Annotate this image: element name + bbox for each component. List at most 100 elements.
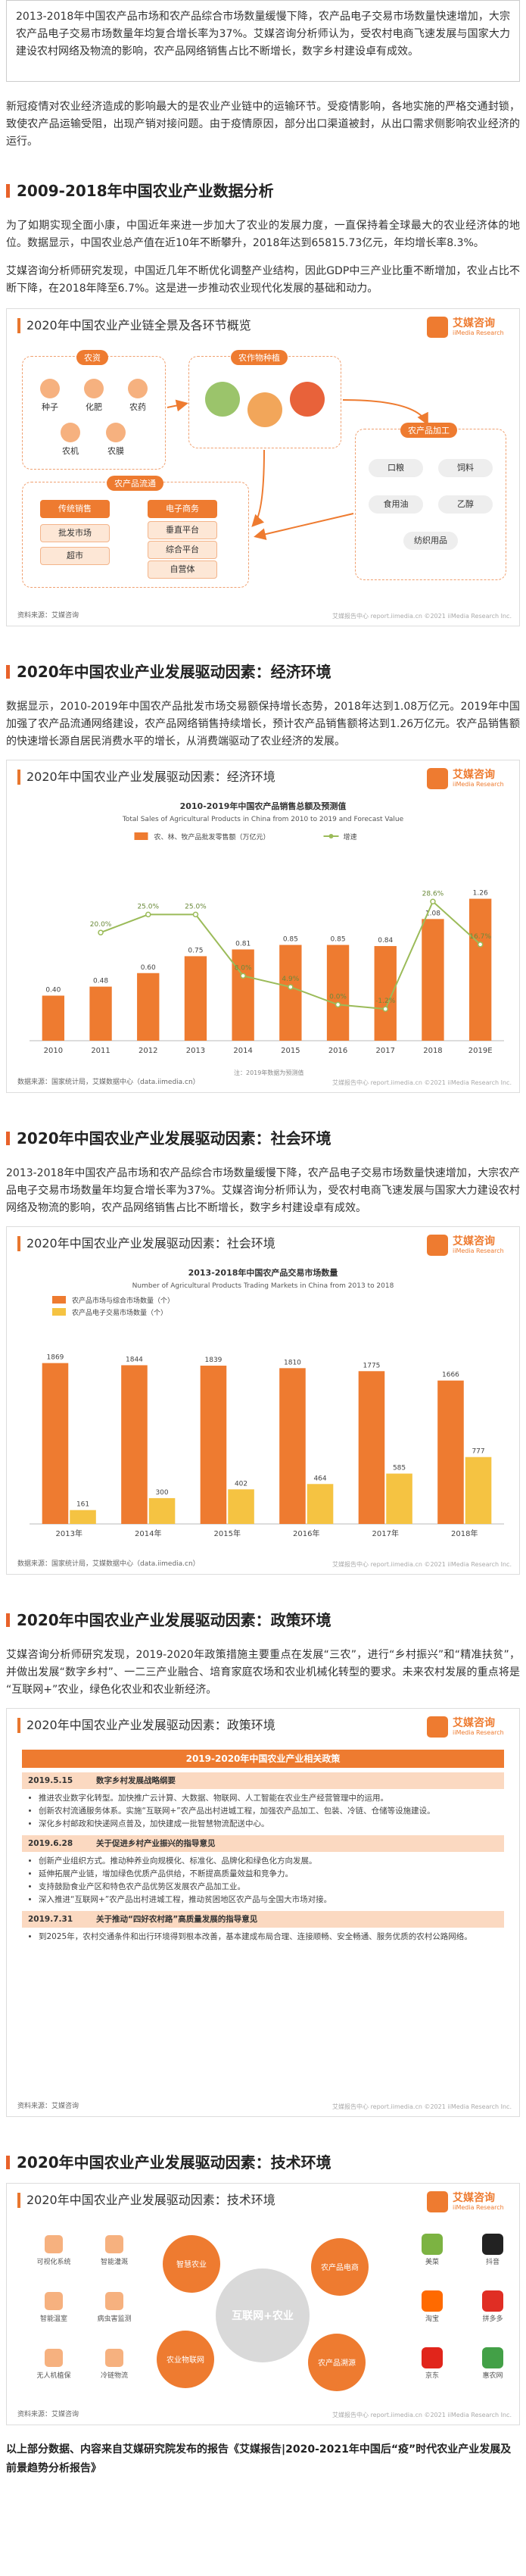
data-label: 0.40	[45, 987, 61, 994]
policy-point: 深入推进“互联网+”农产品出村进城工程，推动贫困地区农产品与全国大市场对接。	[39, 1894, 504, 1906]
paragraph: 2013-2018年中国农产品市场和农产品综合市场数量缓慢下降，农产品电子交易市…	[16, 11, 510, 58]
data-label: 20.0%	[90, 921, 112, 929]
logo-text: 艾媒咨询	[453, 317, 495, 329]
logo: 艾媒咨询 iiMedia Research	[427, 767, 510, 791]
crop-icon	[247, 392, 282, 427]
legend-label: 农产品电子交易市场数量（个）	[72, 1308, 167, 1317]
section-heading: 2020年中国农业产业发展驱动因素：社会环境	[6, 1127, 520, 1150]
data-label: 0.0%	[329, 993, 347, 1001]
policy-date: 2019.5.15	[28, 1776, 73, 1785]
paragraph: 数据显示，2010-2019年中国农产品批发市场交易额保持增长态势，2018年达…	[6, 701, 520, 748]
x-tick-label: 2013	[186, 1047, 205, 1055]
bar	[279, 1368, 306, 1524]
policy-row: 2019.5.15 数字乡村发展战略纲要	[22, 1772, 504, 1789]
arrows	[167, 399, 428, 541]
theme-bubble	[308, 2334, 366, 2391]
policy-points: 创新产业组织方式。推动种养业向规模化、标准化、品牌化和绿色化方向发展。延伸拓展产…	[22, 1855, 504, 1906]
tool-label: 病虫害监测	[97, 2314, 131, 2323]
bar	[326, 945, 350, 1041]
platform-icon	[482, 2234, 503, 2255]
processing-item: 食用油	[369, 495, 423, 514]
logo-text: iiMedia Research	[453, 1247, 504, 1254]
policy-row: 2019.6.28 关于促进乡村产业振兴的指导意见	[22, 1835, 504, 1852]
x-tick-label: 2018	[423, 1047, 442, 1055]
bar	[228, 1489, 254, 1524]
bar	[386, 1473, 412, 1524]
figure-title: 2020年中国农业产业发展驱动因素：技术环境	[17, 2193, 275, 2208]
data-label: 1.08	[425, 910, 440, 917]
box-label: 农作物种植	[231, 350, 288, 365]
section-heading: 2020年中国农业产业发展驱动因素：经济环境	[6, 660, 520, 683]
tool-label: 冷链物流	[101, 2371, 128, 2380]
item-label: 种子	[42, 402, 58, 412]
tool-label: 可视化系统	[36, 2257, 70, 2266]
logo-mark	[427, 768, 448, 789]
logo-text: iiMedia Research	[453, 781, 504, 788]
bar	[42, 995, 65, 1041]
bar	[422, 919, 444, 1041]
bar	[465, 1457, 492, 1524]
platform-label: 淘宝	[425, 2314, 439, 2323]
platform-icon	[422, 2234, 443, 2255]
tool-icon	[105, 2235, 123, 2253]
line-marker	[382, 1006, 388, 1012]
channel-label: 传统销售	[40, 500, 110, 518]
platform-label: 抖音	[486, 2257, 500, 2266]
x-tick-label: 2014年	[135, 1528, 161, 1538]
x-tick-label: 2015	[281, 1047, 300, 1055]
input-item: 种子	[33, 379, 67, 413]
logo-text: 艾媒咨询	[453, 1717, 495, 1729]
x-tick-label: 2019E	[468, 1047, 493, 1055]
page: 2013-2018年中国农产品市场和农产品综合市场数量缓慢下降，农产品电子交易市…	[0, 0, 526, 2478]
channel-item: 批发市场	[40, 524, 110, 542]
data-label: 402	[235, 1480, 247, 1488]
figure-footer: 艾媒报告中心 report.iimedia.cn ©2021 iiMedia R…	[332, 613, 512, 620]
channel-item: 自营体	[148, 560, 217, 579]
platform-icon	[422, 2347, 443, 2368]
chart: 2010-2019年中国农产品销售总额及预测值 Total Sales of Ag…	[30, 801, 504, 1055]
bar	[121, 1365, 148, 1524]
bar	[437, 1380, 464, 1524]
platform-label: 惠农网	[482, 2371, 503, 2380]
line-marker	[335, 1001, 341, 1008]
platform-label: 拼多多	[482, 2314, 503, 2323]
section-heading: 2020年中国农业产业发展驱动因素：技术环境	[6, 2151, 520, 2174]
logo: 艾媒咨询 iiMedia Research	[427, 1715, 510, 1739]
icon	[106, 423, 126, 442]
logo: 艾媒咨询 iiMedia Research	[427, 2190, 510, 2214]
figure-title: 2020年中国农业产业发展驱动因素：经济环境	[17, 770, 275, 785]
data-label: 1666	[442, 1372, 459, 1379]
figure: 2020年中国农业产业发展驱动因素：技术环境 互联网+农业 智慧农业 农业物联网 农产…	[6, 2183, 520, 2425]
x-tick-label: 2017年	[372, 1528, 399, 1538]
theme-label: 农产品溯源	[318, 2358, 356, 2368]
processing-item: 纺织用品	[403, 532, 458, 550]
chart: 2013-2018年中国农产品交易市场数量 Number of Agricultu…	[30, 1267, 504, 1538]
chart-title: 2010-2019年中国农产品销售总额及预测值	[180, 801, 347, 811]
policy-points: 推进农业数字化转型。加快推广云计算、大数据、物联网、人工智能在农业生产经营管理中…	[22, 1792, 504, 1831]
figure: 2020年中国农业产业链全景及各环节概览 农资 种子 化肥 农药 农机 农膜 农…	[6, 308, 520, 626]
platform-label: 京东	[425, 2371, 439, 2380]
data-label: 1810	[284, 1359, 301, 1366]
section-heading: 2009-2018年中国农业产业数据分析	[6, 180, 520, 202]
theme-bubble	[163, 2235, 220, 2293]
tool-icon	[45, 2292, 63, 2310]
bar	[137, 973, 160, 1041]
logo-mark	[427, 1716, 448, 1738]
policy-point: 到2025年，农村交通条件和出行环境得到根本改善，基本建成布局合理、连接顺畅、安…	[39, 1931, 504, 1944]
data-label: 161	[76, 1501, 89, 1509]
bar	[89, 986, 112, 1041]
logo: 艾媒咨询 iiMedia Research	[427, 1233, 510, 1257]
tool-icon	[105, 2292, 123, 2310]
item-label: 化肥	[86, 402, 102, 412]
icon	[128, 379, 148, 398]
legend-label: 农、林、牧产品批发零售额（万亿元）	[154, 832, 270, 841]
bar	[70, 1510, 96, 1524]
bar	[468, 898, 492, 1041]
platform-icon	[482, 2290, 503, 2312]
item-label: 农机	[62, 446, 79, 456]
line-marker	[477, 941, 484, 948]
item-label: 农药	[129, 402, 146, 412]
bar	[374, 946, 397, 1041]
figure-source: 数据来源：国家统计局，艾媒数据中心（data.iimedia.cn）	[17, 1560, 200, 1568]
